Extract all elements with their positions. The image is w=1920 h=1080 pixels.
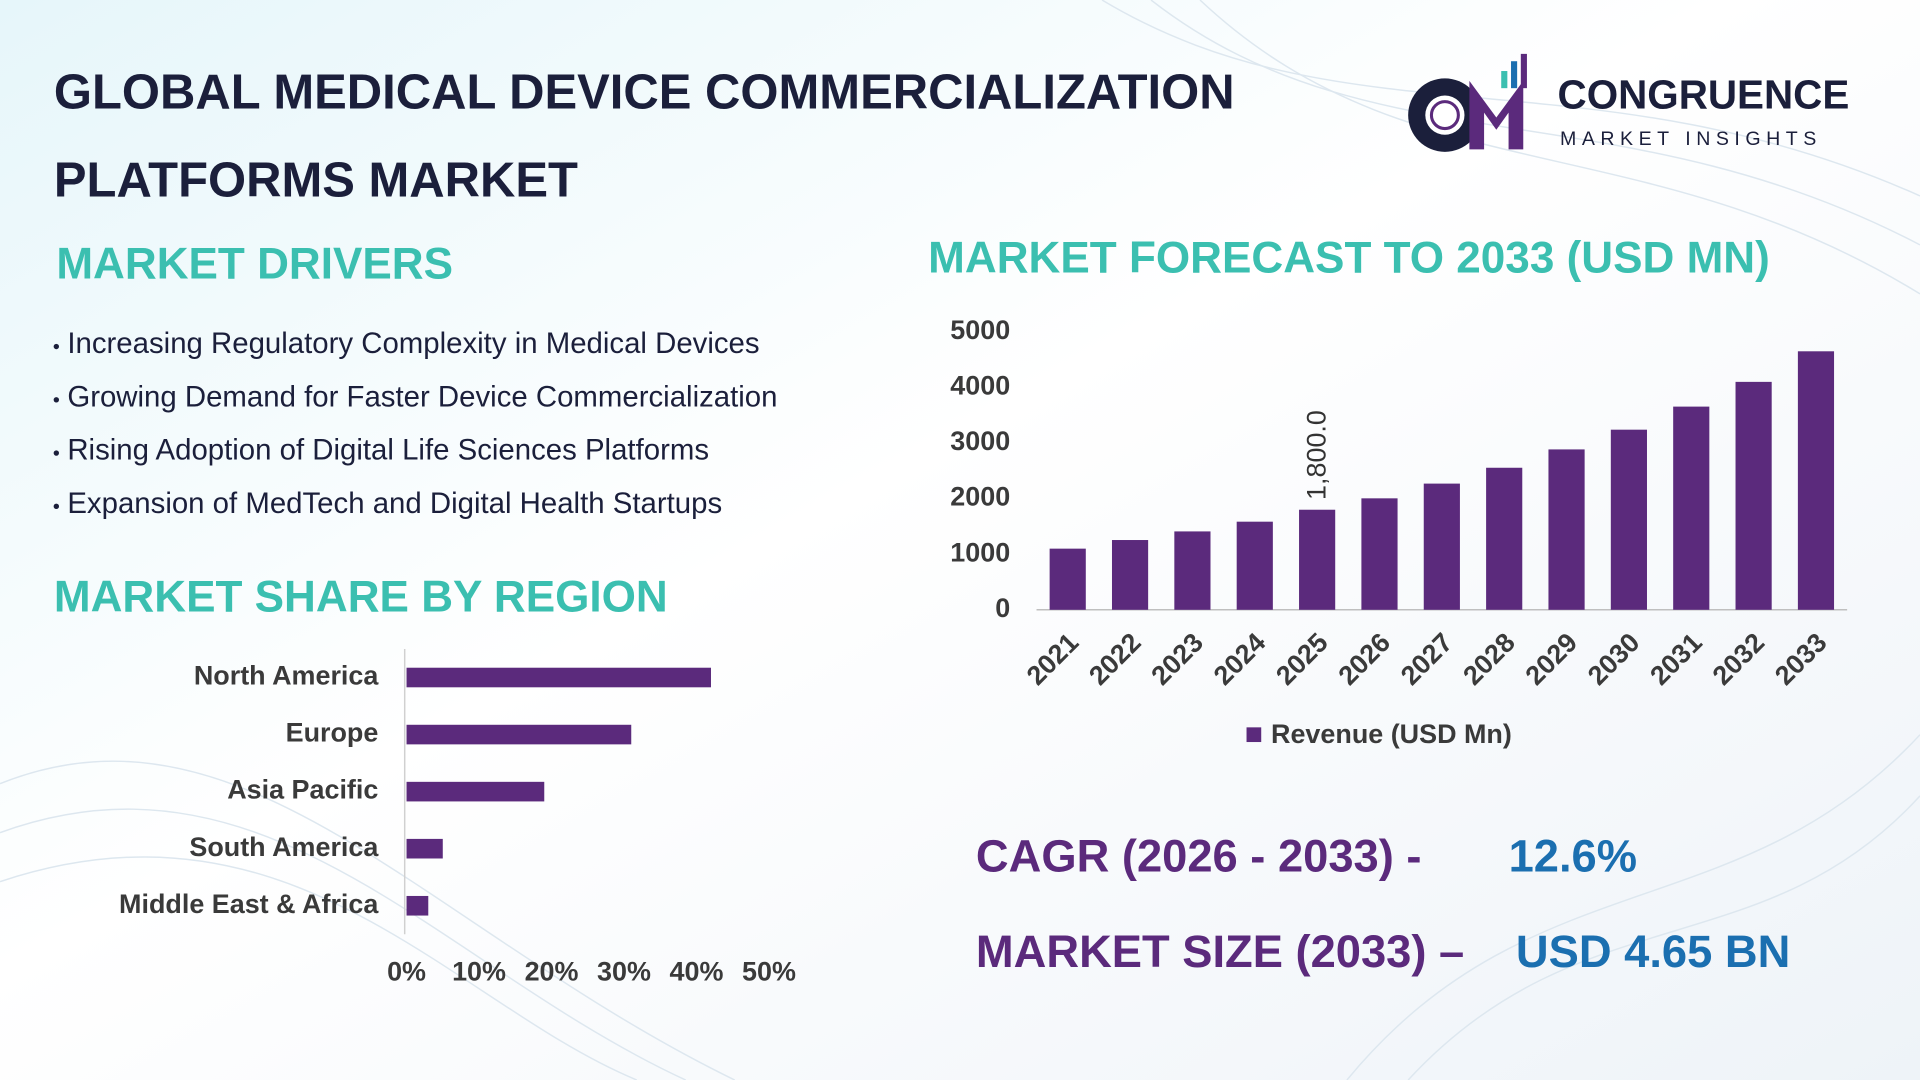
driver-item: Rising Adoption of Digital Life Sciences… xyxy=(67,434,709,467)
bullet xyxy=(53,450,60,456)
bar xyxy=(1361,498,1398,610)
bar xyxy=(406,667,711,688)
bar xyxy=(1797,351,1835,610)
chart-title: MARKET SHARE BY REGION xyxy=(54,573,668,622)
value-label: 1,800.0 xyxy=(1301,410,1331,500)
market-size-value: USD 4.65 BN xyxy=(1516,926,1790,977)
legend-label: Revenue (USD Mn) xyxy=(1271,719,1512,749)
driver-item: Increasing Regulatory Complexity in Medi… xyxy=(67,327,759,360)
cagr-label: CAGR (2026 - 2033) - xyxy=(976,831,1422,882)
x-tick-label: 0% xyxy=(387,957,426,987)
x-tick-label: 10% xyxy=(452,957,506,987)
y-tick-label: 1000 xyxy=(950,537,1010,567)
bar xyxy=(1299,509,1336,610)
x-tick-label: 40% xyxy=(670,957,724,987)
market-size-label: MARKET SIZE (2033) – xyxy=(976,926,1464,977)
title-line: GLOBAL MEDICAL DEVICE COMMERCIALIZATION xyxy=(54,65,1235,119)
bullet xyxy=(53,397,60,403)
bar xyxy=(1174,531,1211,610)
driver-item: Expansion of MedTech and Digital Health … xyxy=(67,487,722,520)
x-tick-label: 20% xyxy=(525,957,579,987)
cagr-value: 12.6% xyxy=(1509,831,1637,882)
logo-name: CONGRUENCE xyxy=(1558,72,1850,118)
driver-item: Growing Demand for Faster Device Commerc… xyxy=(67,380,777,413)
bar xyxy=(406,895,429,916)
logo-bar xyxy=(1511,61,1518,89)
logo-bar xyxy=(1501,71,1508,89)
bar xyxy=(1735,381,1772,610)
bar xyxy=(1486,467,1523,610)
legend-swatch xyxy=(1246,727,1262,743)
x-tick-label: 50% xyxy=(742,957,796,987)
charts: 0100020003000400050002021202220232024202… xyxy=(119,315,1848,987)
logo-bar xyxy=(1520,53,1527,89)
section-heading: MARKET DRIVERS xyxy=(56,240,453,289)
y-tick-label: North America xyxy=(194,661,380,691)
bar xyxy=(406,724,632,745)
logo-m xyxy=(1469,80,1524,150)
bar xyxy=(1610,429,1647,610)
y-tick-label: 2000 xyxy=(950,482,1010,512)
bar xyxy=(1548,449,1585,610)
chart-title: MARKET FORECAST TO 2033 (USD MN) xyxy=(928,233,1770,282)
bar xyxy=(1423,483,1460,610)
bar xyxy=(1049,548,1086,610)
y-tick-label: Middle East & Africa xyxy=(119,889,379,919)
bullet xyxy=(53,343,60,350)
y-tick-label: Europe xyxy=(286,718,379,748)
y-tick-label: 5000 xyxy=(950,315,1010,345)
bar xyxy=(406,781,545,802)
logo: CONGRUENCE MARKET INSIGHTS xyxy=(1408,53,1850,152)
y-tick-label: 0 xyxy=(995,593,1010,623)
bullet xyxy=(53,503,60,510)
title-line: PLATFORMS MARKET xyxy=(54,154,578,208)
bar xyxy=(1673,406,1710,610)
bar xyxy=(1236,521,1273,610)
bar xyxy=(1111,540,1149,610)
y-tick-label: Asia Pacific xyxy=(227,775,378,805)
drivers-list: Increasing Regulatory Complexity in Medi… xyxy=(53,327,777,520)
x-tick-label: 30% xyxy=(597,957,651,987)
y-tick-label: 3000 xyxy=(950,426,1010,456)
logo-globe xyxy=(1429,100,1460,131)
y-tick-label: South America xyxy=(189,832,379,862)
logo-tagline: MARKET INSIGHTS xyxy=(1560,128,1822,150)
y-tick-label: 4000 xyxy=(950,371,1010,401)
bar xyxy=(406,838,443,859)
